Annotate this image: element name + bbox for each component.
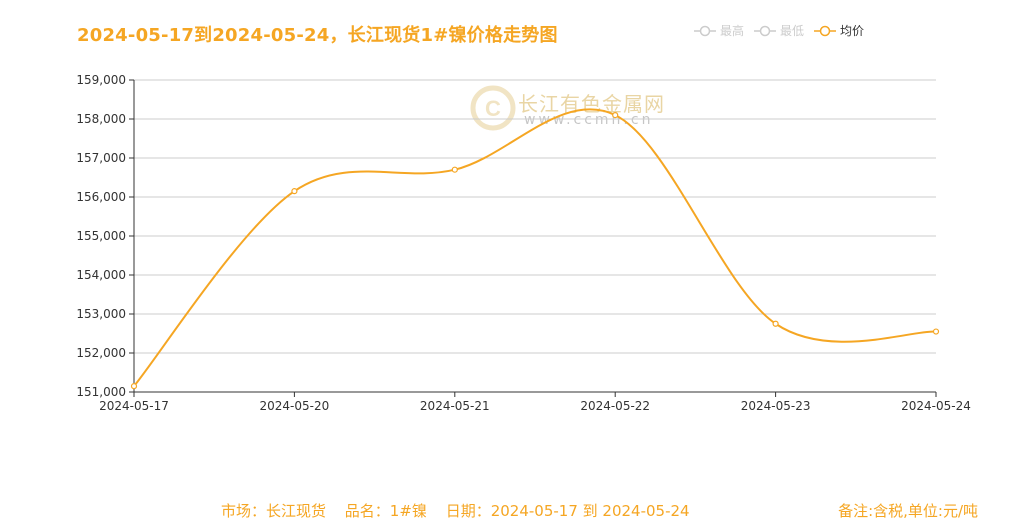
y-tick-label: 152,000: [76, 346, 126, 360]
x-tick-label: 2024-05-20: [260, 399, 330, 413]
x-tick-label: 2024-05-17: [99, 399, 169, 413]
data-point: [291, 188, 298, 195]
x-tick-label: 2024-05-23: [741, 399, 811, 413]
legend-line-icon: [694, 25, 716, 36]
y-tick-label: 153,000: [76, 307, 126, 321]
data-point: [612, 111, 619, 119]
data-point: [932, 328, 940, 335]
data-point: [772, 320, 779, 327]
legend-label: 最高: [720, 24, 745, 38]
data-point: [451, 166, 458, 173]
y-tick-label: 159,000: [76, 73, 126, 87]
legend-item-high[interactable]: 最高: [693, 22, 744, 39]
legend-label: 最低: [780, 24, 805, 38]
footer-note: 备注:含税,单位:元/吨: [838, 502, 978, 520]
y-tick-label: 151,000: [76, 385, 126, 399]
y-tick-label: 158,000: [76, 112, 126, 126]
data-point: [130, 383, 138, 390]
series-line-avg: [133, 108, 937, 387]
legend-item-avg[interactable]: 均价: [813, 22, 864, 39]
x-tick-label: 2024-05-21: [420, 399, 490, 413]
footer-product: 品名：1#镍: [344, 502, 427, 520]
watermark-name: 长江有色金属网: [518, 92, 665, 116]
footer-date: 日期：2024-05-17 到 2024-05-24: [445, 502, 690, 520]
x-tick-label: 2024-05-24: [901, 399, 971, 413]
y-tick-label: 155,000: [76, 229, 126, 243]
chart-title: 2024-05-17到2024-05-24，长江现货1#镍价格走势图: [77, 25, 558, 46]
footer-info: 市场：长江现货 品名：1#镍 日期：2024-05-17 到 2024-05-2…: [221, 500, 704, 521]
y-tick-label: 154,000: [76, 268, 126, 282]
legend: 最高 最低 均价: [693, 22, 873, 39]
x-tick-label: 2024-05-22: [580, 399, 650, 413]
legend-item-low[interactable]: 最低: [753, 22, 804, 39]
legend-line-icon: [754, 25, 777, 36]
legend-line-icon: [814, 25, 837, 36]
y-tick-label: 157,000: [76, 151, 126, 165]
legend-label: 均价: [840, 24, 865, 38]
footer-market: 市场：长江现货: [221, 502, 327, 520]
y-tick-label: 156,000: [76, 190, 126, 204]
